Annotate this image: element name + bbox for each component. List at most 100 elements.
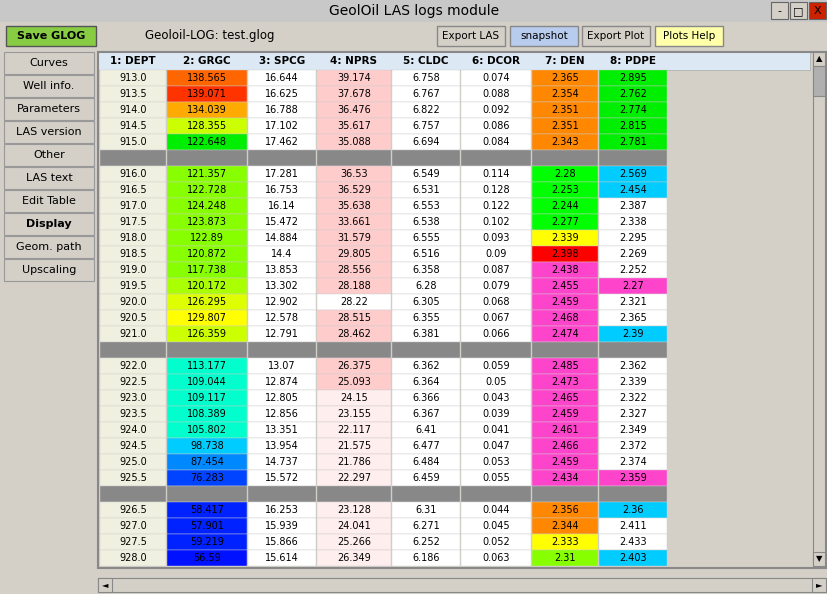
Bar xyxy=(317,518,390,534)
Bar xyxy=(532,326,597,342)
Text: 24.041: 24.041 xyxy=(337,521,370,531)
Text: 113.177: 113.177 xyxy=(187,361,227,371)
Bar xyxy=(100,502,165,518)
Text: Curves: Curves xyxy=(30,58,69,68)
Bar xyxy=(461,358,530,374)
Text: 2.295: 2.295 xyxy=(619,233,646,243)
Bar xyxy=(598,246,667,262)
Text: 7: DEN: 7: DEN xyxy=(544,56,584,66)
Text: 2.433: 2.433 xyxy=(619,537,646,547)
Bar xyxy=(532,342,597,358)
Bar xyxy=(248,214,316,230)
Text: 12.578: 12.578 xyxy=(265,313,299,323)
Bar xyxy=(248,358,316,374)
Bar xyxy=(598,118,667,134)
Bar xyxy=(532,518,597,534)
Bar xyxy=(317,86,390,102)
Text: 13.302: 13.302 xyxy=(265,281,299,291)
Bar xyxy=(532,390,597,406)
Bar xyxy=(248,118,316,134)
Bar xyxy=(98,578,112,592)
Bar xyxy=(598,134,667,150)
Bar xyxy=(598,102,667,118)
Text: 0.039: 0.039 xyxy=(481,409,509,419)
Bar xyxy=(532,422,597,438)
Text: 1: DEPT: 1: DEPT xyxy=(110,56,155,66)
Bar xyxy=(509,26,577,46)
Text: 16.253: 16.253 xyxy=(265,505,299,515)
Bar xyxy=(391,230,460,246)
Text: 59.219: 59.219 xyxy=(190,537,223,547)
Bar xyxy=(100,294,165,310)
Text: 16.625: 16.625 xyxy=(265,89,299,99)
Text: 31.579: 31.579 xyxy=(337,233,370,243)
Text: 928.0: 928.0 xyxy=(119,553,146,563)
Text: 108.389: 108.389 xyxy=(187,409,227,419)
Bar xyxy=(167,358,246,374)
Bar xyxy=(391,150,460,166)
Bar xyxy=(461,134,530,150)
Text: 13.351: 13.351 xyxy=(265,425,299,435)
Text: Other: Other xyxy=(33,150,65,160)
Bar xyxy=(317,342,390,358)
Text: 122.728: 122.728 xyxy=(187,185,227,195)
Bar xyxy=(532,278,597,294)
Bar xyxy=(811,578,825,592)
Bar xyxy=(167,150,246,166)
Text: 117.738: 117.738 xyxy=(187,265,227,275)
Bar xyxy=(532,310,597,326)
Text: 28.462: 28.462 xyxy=(337,329,370,339)
Text: 6.516: 6.516 xyxy=(412,249,439,259)
Bar xyxy=(248,486,316,502)
Bar xyxy=(532,454,597,470)
Bar xyxy=(461,406,530,422)
Bar xyxy=(167,422,246,438)
Bar xyxy=(100,150,165,166)
Bar xyxy=(391,198,460,214)
Text: 98.738: 98.738 xyxy=(190,441,223,451)
Bar xyxy=(532,374,597,390)
Bar xyxy=(461,150,530,166)
Bar xyxy=(532,486,597,502)
Text: 924.0: 924.0 xyxy=(119,425,146,435)
Text: 915.0: 915.0 xyxy=(119,137,146,147)
Text: 2.365: 2.365 xyxy=(619,313,646,323)
Bar xyxy=(391,470,460,486)
Text: 12.805: 12.805 xyxy=(265,393,299,403)
Bar xyxy=(317,246,390,262)
Bar xyxy=(167,406,246,422)
Text: 12.856: 12.856 xyxy=(265,409,299,419)
Text: 26.375: 26.375 xyxy=(337,361,370,371)
Bar xyxy=(4,98,94,120)
Text: snapshot: snapshot xyxy=(519,31,567,41)
Bar xyxy=(167,262,246,278)
Text: 2.454: 2.454 xyxy=(619,185,646,195)
Text: 21.786: 21.786 xyxy=(337,457,370,467)
Text: 22.117: 22.117 xyxy=(337,425,370,435)
Text: 913.0: 913.0 xyxy=(119,73,146,83)
Text: 2.474: 2.474 xyxy=(551,329,578,339)
Bar xyxy=(317,150,390,166)
Text: 923.5: 923.5 xyxy=(119,409,146,419)
Bar xyxy=(317,438,390,454)
Text: 6.252: 6.252 xyxy=(412,537,439,547)
Text: 2.356: 2.356 xyxy=(551,505,578,515)
Bar xyxy=(167,246,246,262)
Bar xyxy=(100,518,165,534)
Text: 14.884: 14.884 xyxy=(265,233,299,243)
Text: 33.661: 33.661 xyxy=(337,217,370,227)
Text: 0.087: 0.087 xyxy=(481,265,509,275)
Bar xyxy=(248,278,316,294)
Text: 913.5: 913.5 xyxy=(119,89,146,99)
Text: 0.067: 0.067 xyxy=(481,313,509,323)
Bar xyxy=(248,262,316,278)
Text: 2.269: 2.269 xyxy=(619,249,646,259)
Text: 0.066: 0.066 xyxy=(481,329,509,339)
Bar xyxy=(248,102,316,118)
Bar xyxy=(461,70,530,86)
Text: 2.485: 2.485 xyxy=(551,361,578,371)
Bar xyxy=(391,518,460,534)
Bar xyxy=(0,0,827,22)
Bar xyxy=(598,534,667,550)
Text: 6.367: 6.367 xyxy=(412,409,439,419)
